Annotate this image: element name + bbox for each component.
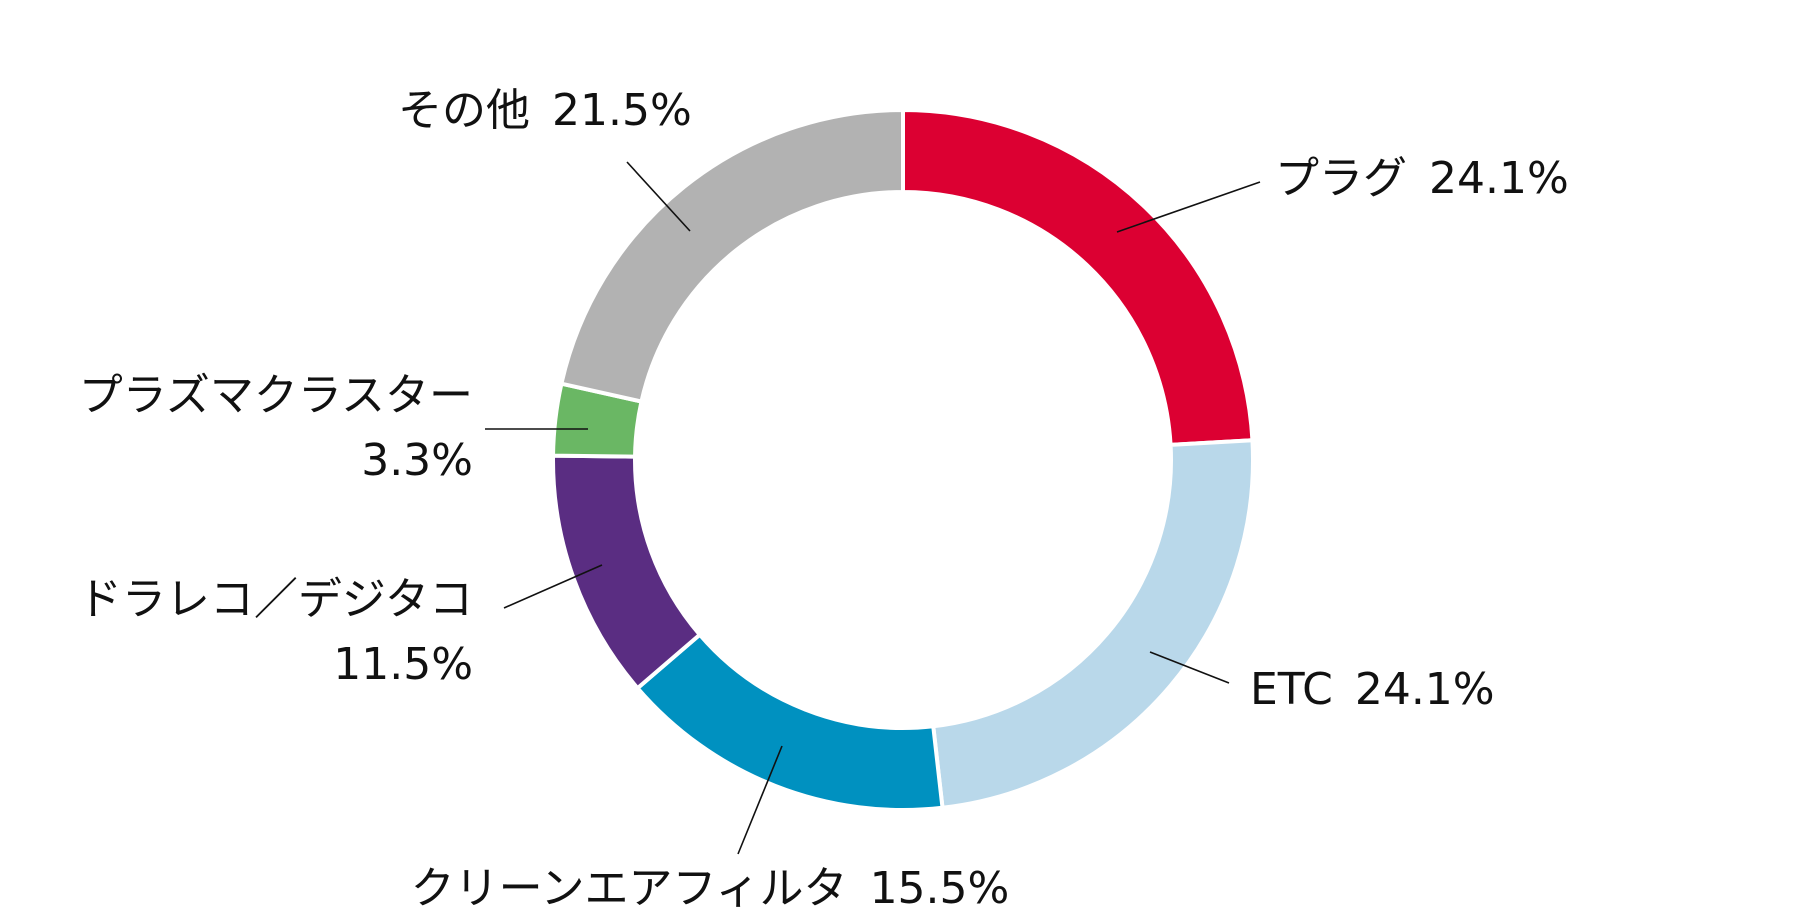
slice-label: その他 — [398, 85, 530, 136]
value-label: 21.5% — [552, 85, 692, 136]
value-label: 24.1% — [1355, 664, 1495, 715]
value-label: 11.5% — [333, 639, 473, 690]
slice-label-group: その他 21.5% — [398, 85, 692, 136]
leader-line — [503, 564, 603, 609]
slice-label: クリーンエアフィルタ — [411, 863, 848, 914]
slice-label-group: プラグ 24.1% — [1275, 153, 1569, 204]
slice-label-group: ETC 24.1% — [1250, 664, 1495, 715]
labels: プラグ 24.1% ETC 24.1% クリーンエアフィルタ 15.5% ドラレコ／デジタコ… — [78, 85, 1569, 914]
value-label: 24.1% — [1429, 153, 1569, 204]
slice-label: プラグ — [1275, 153, 1407, 204]
slice — [901, 107, 1255, 447]
slice — [634, 631, 945, 812]
value-label: 15.5% — [870, 863, 1010, 914]
slice-label: ETC — [1250, 664, 1333, 715]
leader-line — [1116, 181, 1261, 233]
slice-label: プラズマクラスター — [79, 370, 473, 421]
slice — [931, 438, 1255, 810]
slice — [559, 107, 905, 404]
slice-label: ドラレコ／デジタコ — [78, 574, 473, 625]
leader-line — [737, 745, 783, 855]
value-label: 3.3% — [361, 435, 473, 486]
slices — [551, 107, 1255, 812]
leader-line — [626, 161, 691, 232]
slice-label-group: クリーンエアフィルタ 15.5% — [411, 863, 1010, 914]
slice — [551, 453, 703, 691]
leader-line — [1149, 651, 1230, 684]
